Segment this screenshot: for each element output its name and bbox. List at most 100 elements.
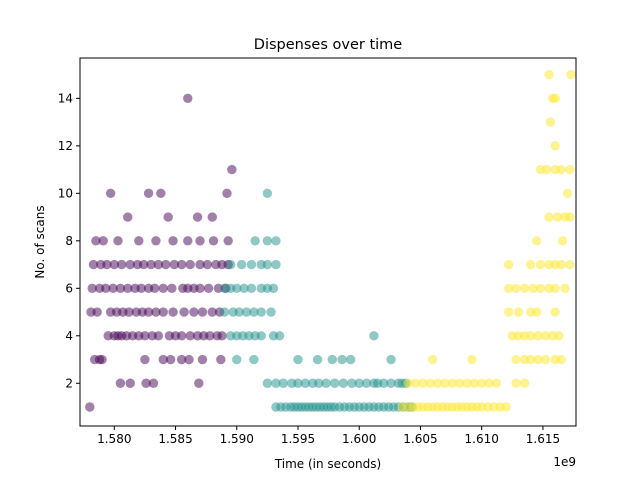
scatter-point <box>525 354 536 365</box>
scatter-point <box>88 259 99 270</box>
scatter-point <box>232 283 242 293</box>
scatter-point <box>195 259 205 270</box>
x-axis: 1.580 1.585 1.590 1.595 1.600 1.605 1.610 1.615 <box>97 426 560 446</box>
scatter-point <box>545 117 555 127</box>
scatter-point <box>519 283 530 293</box>
scatter-point <box>148 378 159 388</box>
scatter-point <box>550 307 560 317</box>
scatter-point <box>168 307 178 317</box>
scatter-point <box>141 378 151 388</box>
scatter-point <box>262 378 273 388</box>
scatter-point <box>503 307 514 317</box>
y-tick-label: 12 <box>58 139 73 153</box>
scatter-point <box>249 307 259 317</box>
scatter-point <box>428 354 438 365</box>
scatter-point <box>447 378 458 388</box>
scatter-point <box>262 259 273 270</box>
scatter-point <box>241 307 252 317</box>
scatter-point <box>97 354 107 365</box>
scatter-point <box>540 331 551 341</box>
scatter-point <box>503 283 514 293</box>
scatter-point <box>469 378 480 388</box>
scatter-point <box>98 236 108 246</box>
scatter-point <box>197 354 208 365</box>
scatter-point <box>192 212 203 222</box>
x-tick-label: 1.580 <box>97 432 131 446</box>
scatter-point <box>108 283 118 293</box>
scatter-point <box>541 164 552 175</box>
scatter-point <box>293 378 303 388</box>
scatter-point <box>223 236 233 246</box>
scatter-point <box>156 188 166 199</box>
scatter-point <box>168 236 178 246</box>
scatter-point <box>410 378 421 388</box>
scatter-point <box>544 212 554 222</box>
scatter-point <box>454 378 465 388</box>
scatter-point <box>91 236 101 246</box>
scatter-point <box>565 164 575 175</box>
scatter-point <box>314 378 324 388</box>
scatter-point <box>312 354 323 365</box>
scatter-point <box>501 402 511 412</box>
scatter-point <box>222 188 232 199</box>
scatter-point <box>535 259 546 270</box>
scatter-point <box>194 378 204 388</box>
scatter-point <box>550 283 560 293</box>
scatter-point <box>369 331 379 341</box>
scatter-point <box>85 402 95 412</box>
scatter-point <box>565 212 575 222</box>
scatter-point <box>535 283 546 293</box>
scatter-point <box>557 236 568 246</box>
scatter-point <box>467 354 477 365</box>
scatter-point <box>236 259 247 270</box>
scatter-point <box>544 69 554 80</box>
scatter-point <box>151 307 161 317</box>
scatter-point <box>418 378 428 388</box>
scatter-point <box>330 378 340 388</box>
scatter-point <box>136 283 146 293</box>
scatter-point <box>271 236 281 246</box>
scatter-point <box>361 378 372 388</box>
scatter-point <box>234 307 244 317</box>
scatter-point <box>321 378 331 388</box>
scatter-point <box>92 307 102 317</box>
scatter-point <box>87 283 97 293</box>
scatter-point <box>347 378 357 388</box>
scatter-point <box>125 259 135 270</box>
scatter-point <box>197 307 208 317</box>
scatter-point <box>345 354 356 365</box>
scatter-point <box>176 354 187 365</box>
scatter-point <box>207 307 217 317</box>
scatter-point <box>140 331 150 341</box>
scatter-point <box>195 236 205 246</box>
x-tick-label: 1.590 <box>220 432 254 446</box>
scatter-point <box>183 93 193 104</box>
scatter-point <box>115 283 126 293</box>
scatter-point <box>184 354 194 365</box>
scatter-point <box>185 259 195 270</box>
scatter-point <box>432 378 443 388</box>
scatter-point <box>354 378 364 388</box>
x-axis-offset-label: 1e9 <box>553 455 576 469</box>
scatter-point <box>143 188 154 199</box>
scatter-point <box>195 283 205 293</box>
scatter-point <box>169 259 179 270</box>
scatter-point <box>225 259 236 270</box>
scatter-point <box>533 331 543 341</box>
scatter-point <box>511 378 521 388</box>
scatter-point <box>556 164 566 175</box>
x-tick-label: 1.595 <box>281 432 315 446</box>
scatter-point <box>189 307 199 317</box>
scatter-point <box>266 307 276 317</box>
scatter-point <box>511 354 521 365</box>
scatter-point <box>146 259 156 270</box>
scatter-point <box>176 259 187 270</box>
scatter-point <box>256 331 266 341</box>
scatter-point <box>262 236 273 246</box>
y-axis: 2 4 6 8 10 12 14 <box>58 92 80 391</box>
scatter-point <box>300 378 311 388</box>
y-tick-label: 10 <box>58 187 73 201</box>
scatter-point <box>163 212 173 222</box>
